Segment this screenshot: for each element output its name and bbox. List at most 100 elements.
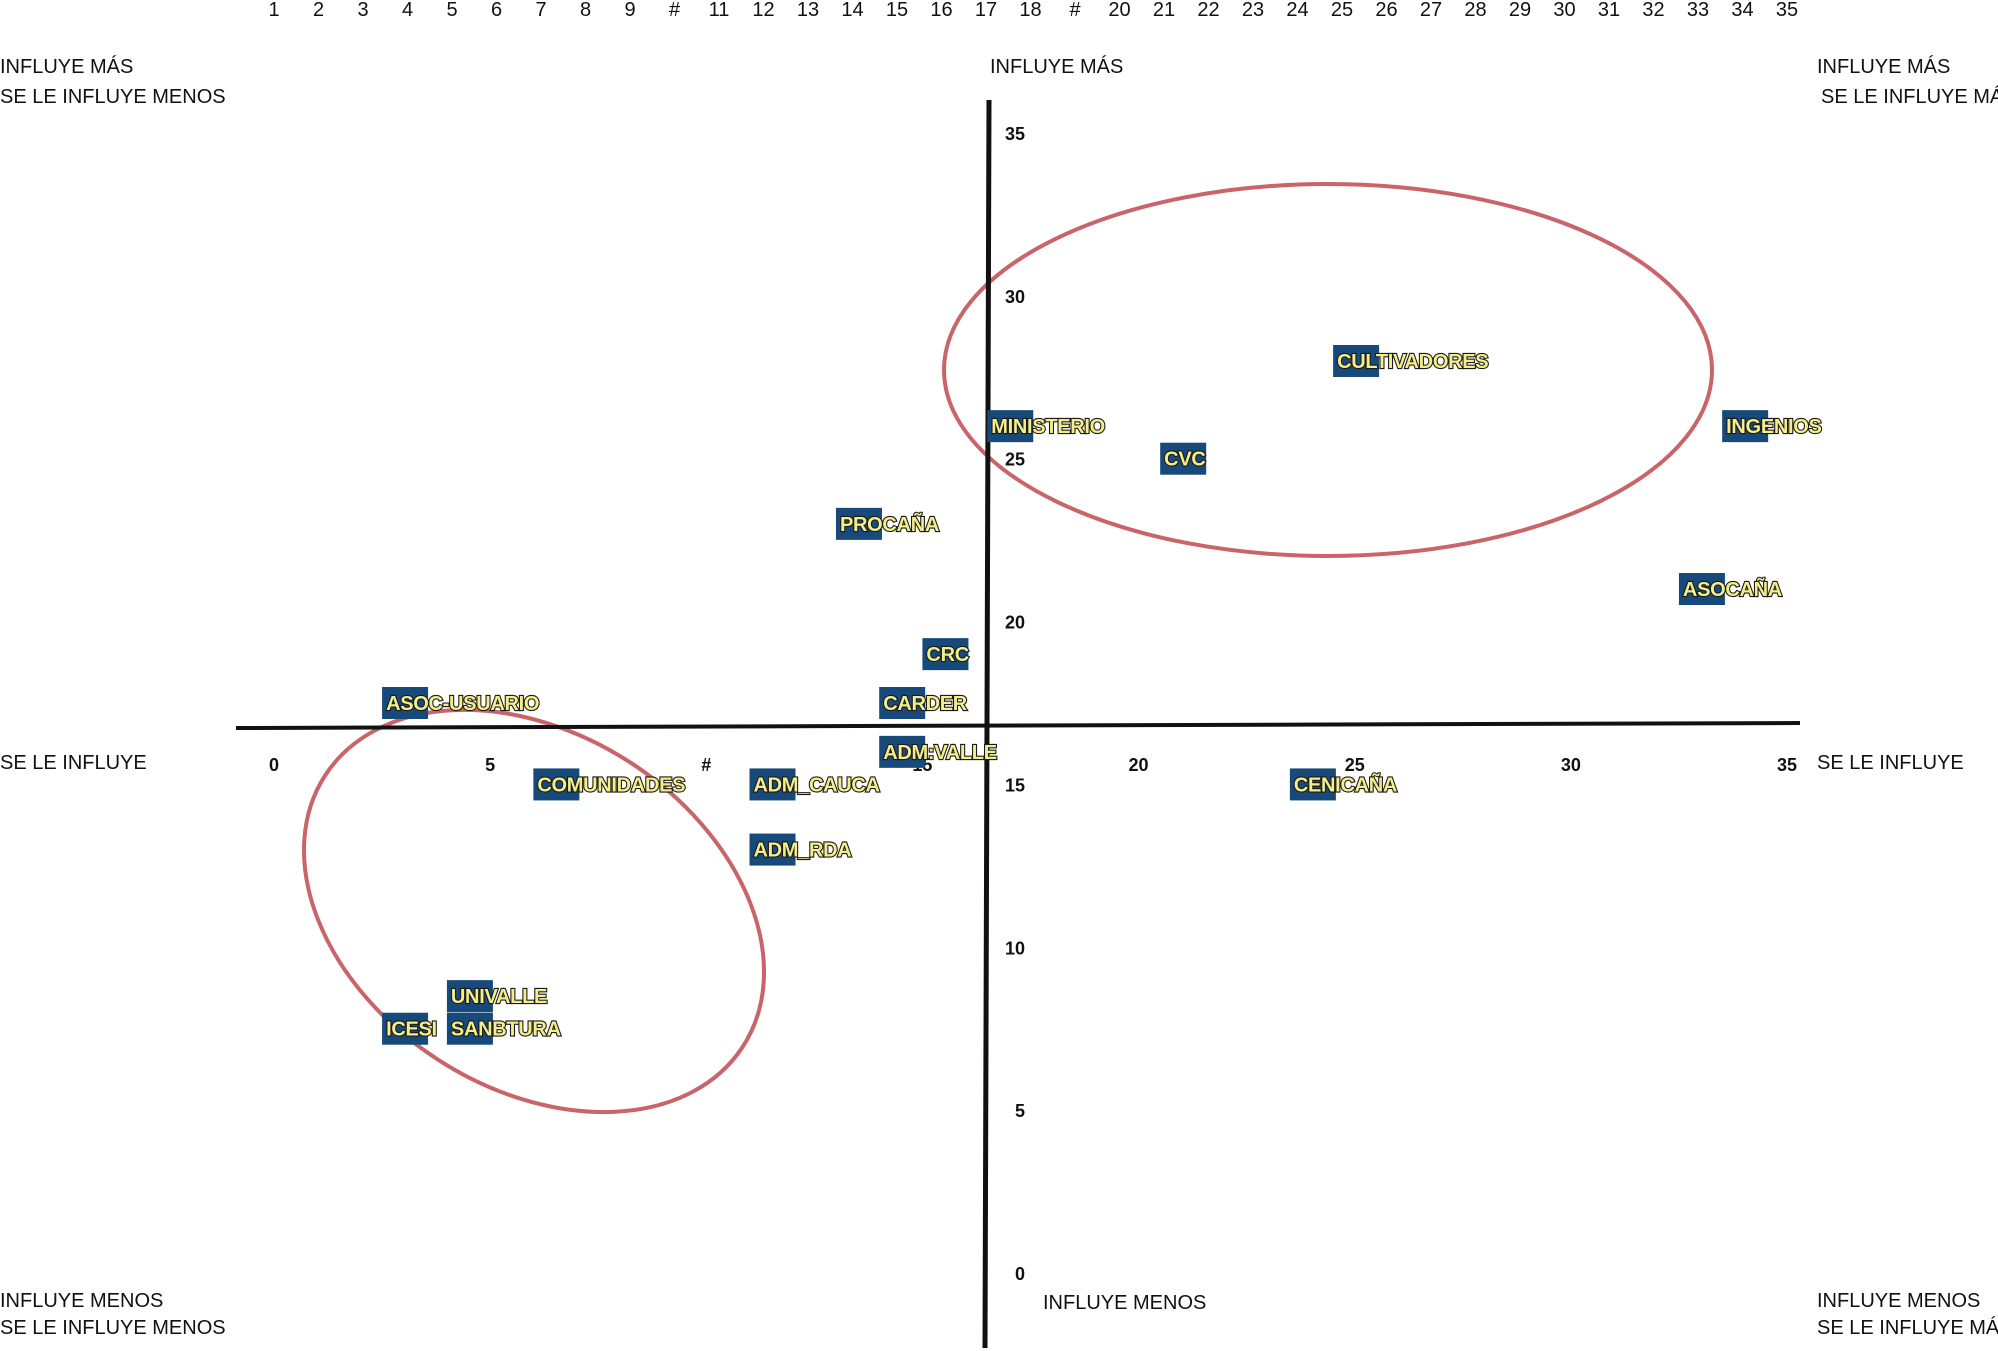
label-top-right-line1: INFLUYE MÁS — [1817, 56, 1951, 78]
y-tick-label: 10 — [1005, 938, 1025, 958]
y-tick-label: 0 — [1015, 1264, 1025, 1284]
label-top-left-line1: INFLUYE MÁS — [0, 56, 134, 78]
point-marker — [1160, 442, 1207, 475]
label-bottom-right-line1: INFLUYE MENOS — [1817, 1290, 1981, 1312]
point-label: ICESI — [386, 1019, 437, 1041]
y-axis-ticks: 0 5 10 15 20 25 30 35 — [1005, 124, 1025, 1284]
upper-right-group-ellipse — [942, 182, 1714, 558]
top-tick-label: 4 — [402, 0, 413, 21]
point-label: CARDER — [883, 693, 968, 715]
top-tick-label: 5 — [446, 0, 457, 21]
top-tick-label: 1 — [268, 0, 279, 21]
top-tick-label: 22 — [1197, 0, 1219, 21]
top-tick-label: 27 — [1420, 0, 1442, 21]
point-label: CULTIVADORES — [1337, 351, 1488, 373]
point-marker — [382, 687, 429, 719]
label-bottom-left-line2: SE LE INFLUYE MENOS — [0, 1317, 226, 1339]
top-tick-label: 24 — [1286, 0, 1308, 21]
label-top-left: INFLUYE MÁS SE LE INFLUYE MENOS — [0, 52, 226, 112]
top-tick-label: 26 — [1375, 0, 1397, 21]
top-tick-label: 13 — [797, 0, 819, 21]
point-label: ADM_RDA — [754, 840, 852, 862]
y-tick-label: 5 — [1015, 1101, 1025, 1121]
top-tick-label: 14 — [841, 0, 863, 21]
point-marker — [446, 1012, 493, 1045]
top-tick-label: 33 — [1687, 0, 1709, 21]
y-tick-label: 20 — [1005, 613, 1025, 633]
group-ellipses — [301, 182, 1714, 1115]
point-marker — [1722, 410, 1769, 443]
x-tick-label: 35 — [1777, 755, 1797, 775]
top-tick-label: 16 — [930, 0, 952, 21]
point-marker — [1333, 345, 1380, 377]
point-marker — [835, 507, 882, 540]
top-tick-label: 6 — [491, 0, 502, 21]
x-tick-label: # — [701, 755, 711, 775]
top-tick-label: 11 — [709, 0, 730, 21]
label-top-right-line2: SE LE INFLUYE MÁS — [1821, 86, 1998, 108]
point-comunidades: COMUNIDADES — [533, 768, 687, 801]
point-label: ASOC-USUARIO — [386, 693, 539, 715]
point-label: ASOCAÑA — [1683, 578, 1782, 601]
top-tick-label: 29 — [1509, 0, 1531, 21]
point-label: UNIVALLE — [451, 986, 547, 1008]
label-bottom-right: INFLUYE MENOS SE LE INFLUYE MÁS — [1817, 1288, 1998, 1342]
point-marker — [922, 638, 969, 671]
top-tick-label: 32 — [1642, 0, 1664, 21]
label-middle-right: SE LE INFLUYE — [1817, 752, 1964, 774]
top-tick-label: 20 — [1108, 0, 1130, 21]
point-carder: CARDER — [879, 687, 969, 719]
top-tick-label: 15 — [886, 0, 908, 21]
x-axis-line — [235, 721, 1801, 730]
point-ingenios: INGENIOS — [1722, 410, 1823, 443]
point-asocaña: ASOCAÑA — [1678, 573, 1783, 605]
top-tick-label: 23 — [1242, 0, 1264, 21]
point-label: MINISTERIO — [991, 416, 1105, 438]
point-label: INGENIOS — [1726, 416, 1821, 438]
top-tick-label: 17 — [975, 0, 997, 21]
point-marker — [987, 410, 1034, 443]
x-tick-label: 0 — [269, 755, 279, 775]
label-bottom-right-line2: SE LE INFLUYE MÁS — [1817, 1317, 1998, 1339]
point-cvc: CVC — [1160, 442, 1207, 475]
point-sanbtura: SANBTURA — [446, 1012, 562, 1045]
point-label: ADM:VALLE — [883, 742, 997, 764]
top-tick-label: 2 — [313, 0, 324, 21]
top-tick-label: 25 — [1331, 0, 1353, 21]
point-label: CRC — [926, 644, 968, 666]
label-top-right: INFLUYE MÁS SE LE INFLUYE MÁS — [1817, 52, 1998, 112]
lower-left-group-ellipse — [301, 707, 767, 1115]
top-tick-row: 1 2 3 4 5 6 7 8 9 #11 12 13 14 15 16 17 18 #20 21 22 23 24 25 2… — [268, 0, 1798, 21]
point-procaña: PROCAÑA — [835, 507, 940, 540]
scatter-points: CULTIVADORES MINISTERIO INGENIOS CVC PROCAÑA… — [382, 345, 1823, 1045]
top-tick-label: 9 — [624, 0, 635, 21]
y-tick-label: 35 — [1005, 124, 1025, 144]
point-marker — [749, 768, 796, 801]
label-bottom-left: INFLUYE MENOS SE LE INFLUYE MENOS — [0, 1288, 226, 1342]
x-tick-label: 20 — [1129, 755, 1149, 775]
y-tick-label: 25 — [1005, 450, 1025, 470]
top-tick-label: 21 — [1153, 0, 1175, 21]
point-marker — [1678, 573, 1725, 605]
x-tick-label: 5 — [485, 755, 495, 775]
top-tick-label: 8 — [580, 0, 591, 21]
point-label: CVC — [1164, 449, 1205, 471]
point-crc: CRC — [922, 638, 970, 671]
point-label: CENICAÑA — [1294, 773, 1397, 796]
x-tick-label: 30 — [1561, 755, 1581, 775]
point-marker — [533, 768, 580, 801]
top-tick-label: 31 — [1598, 0, 1620, 21]
top-tick-label: 28 — [1464, 0, 1486, 21]
point-marker — [879, 687, 926, 719]
point-marker — [1289, 768, 1336, 801]
top-tick-label: 35 — [1776, 0, 1798, 21]
label-bottom-left-line1: INFLUYE MENOS — [0, 1290, 164, 1312]
point-marker — [446, 980, 493, 1013]
top-tick-label: 30 — [1553, 0, 1575, 21]
point-marker — [749, 833, 796, 866]
point-label: SANBTURA — [451, 1019, 561, 1041]
point-marker — [382, 1012, 429, 1045]
x-tick-label: 25 — [1345, 755, 1365, 775]
point-ministerio: MINISTERIO — [987, 410, 1106, 443]
